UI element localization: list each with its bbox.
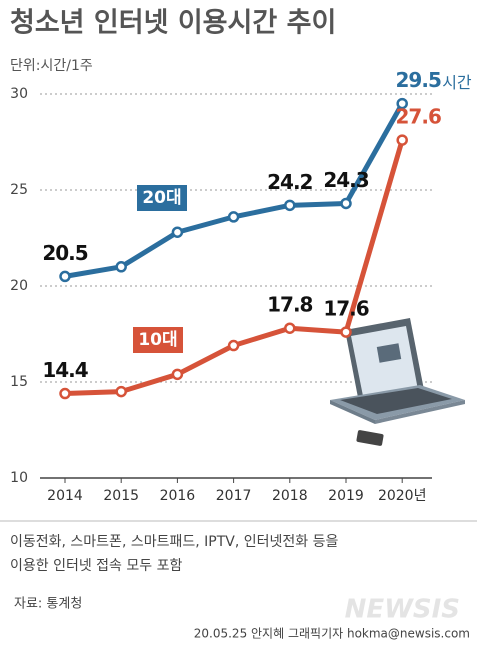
y-tick-label: 10 xyxy=(10,470,28,486)
y-tick-label: 25 xyxy=(10,182,28,198)
data-label: 24.3 xyxy=(323,168,368,192)
laptop-illustration xyxy=(330,318,465,446)
marker xyxy=(171,226,184,238)
x-tick-label: 2018 xyxy=(272,488,308,504)
marker xyxy=(284,322,296,334)
data-label: 29.5 xyxy=(396,68,441,92)
y-tick-label: 20 xyxy=(10,278,28,294)
data-label: 17.6 xyxy=(323,297,368,321)
legend-box xyxy=(133,327,183,353)
marker xyxy=(171,368,184,381)
x-tick-label: 2015 xyxy=(103,488,139,504)
x-tick-label: 2017 xyxy=(216,488,252,504)
marker xyxy=(396,97,408,110)
marker xyxy=(396,134,408,146)
credit: 20.05.25 안지혜 그래픽기자 hokma@newsis.com xyxy=(194,627,470,641)
y-tick-label: 15 xyxy=(10,374,28,390)
marker xyxy=(340,197,352,210)
data-label: 24.2 xyxy=(267,170,312,194)
unit-label: 단위:시간/1주 xyxy=(10,58,93,74)
note-line: 이용한 인터넷 접속 모두 포함 xyxy=(10,558,182,574)
marker xyxy=(284,199,296,212)
x-tick-label: 2014 xyxy=(47,488,83,504)
legend-box xyxy=(137,185,187,211)
marker xyxy=(59,270,71,283)
x-tick-label: 2016 xyxy=(160,488,196,504)
chart-title: 청소년 인터넷 이용시간 추이 xyxy=(10,8,336,39)
data-label: 27.6 xyxy=(396,105,441,129)
marker xyxy=(340,326,352,338)
source: 자료: 통계청 xyxy=(14,597,82,612)
marker xyxy=(59,387,71,400)
marker xyxy=(227,211,240,223)
value-unit: 시간 xyxy=(442,73,472,92)
marker xyxy=(115,385,127,398)
data-label: 20.5 xyxy=(42,241,87,265)
y-tick-label: 30 xyxy=(10,86,28,102)
data-label: 14.4 xyxy=(42,358,87,382)
x-tick-label: 2020년 xyxy=(378,488,427,504)
watermark: NEWSIS xyxy=(345,595,460,625)
note-line: 이동전화, 스마트폰, 스마트패드, IPTV, 인터넷전화 등을 xyxy=(10,534,338,550)
x-tick-label: 2019 xyxy=(328,488,364,504)
marker xyxy=(115,261,127,273)
data-label: 17.8 xyxy=(267,293,312,317)
legend-label: 20대 xyxy=(142,188,181,208)
legend-label: 10대 xyxy=(138,330,177,350)
marker xyxy=(227,339,240,352)
